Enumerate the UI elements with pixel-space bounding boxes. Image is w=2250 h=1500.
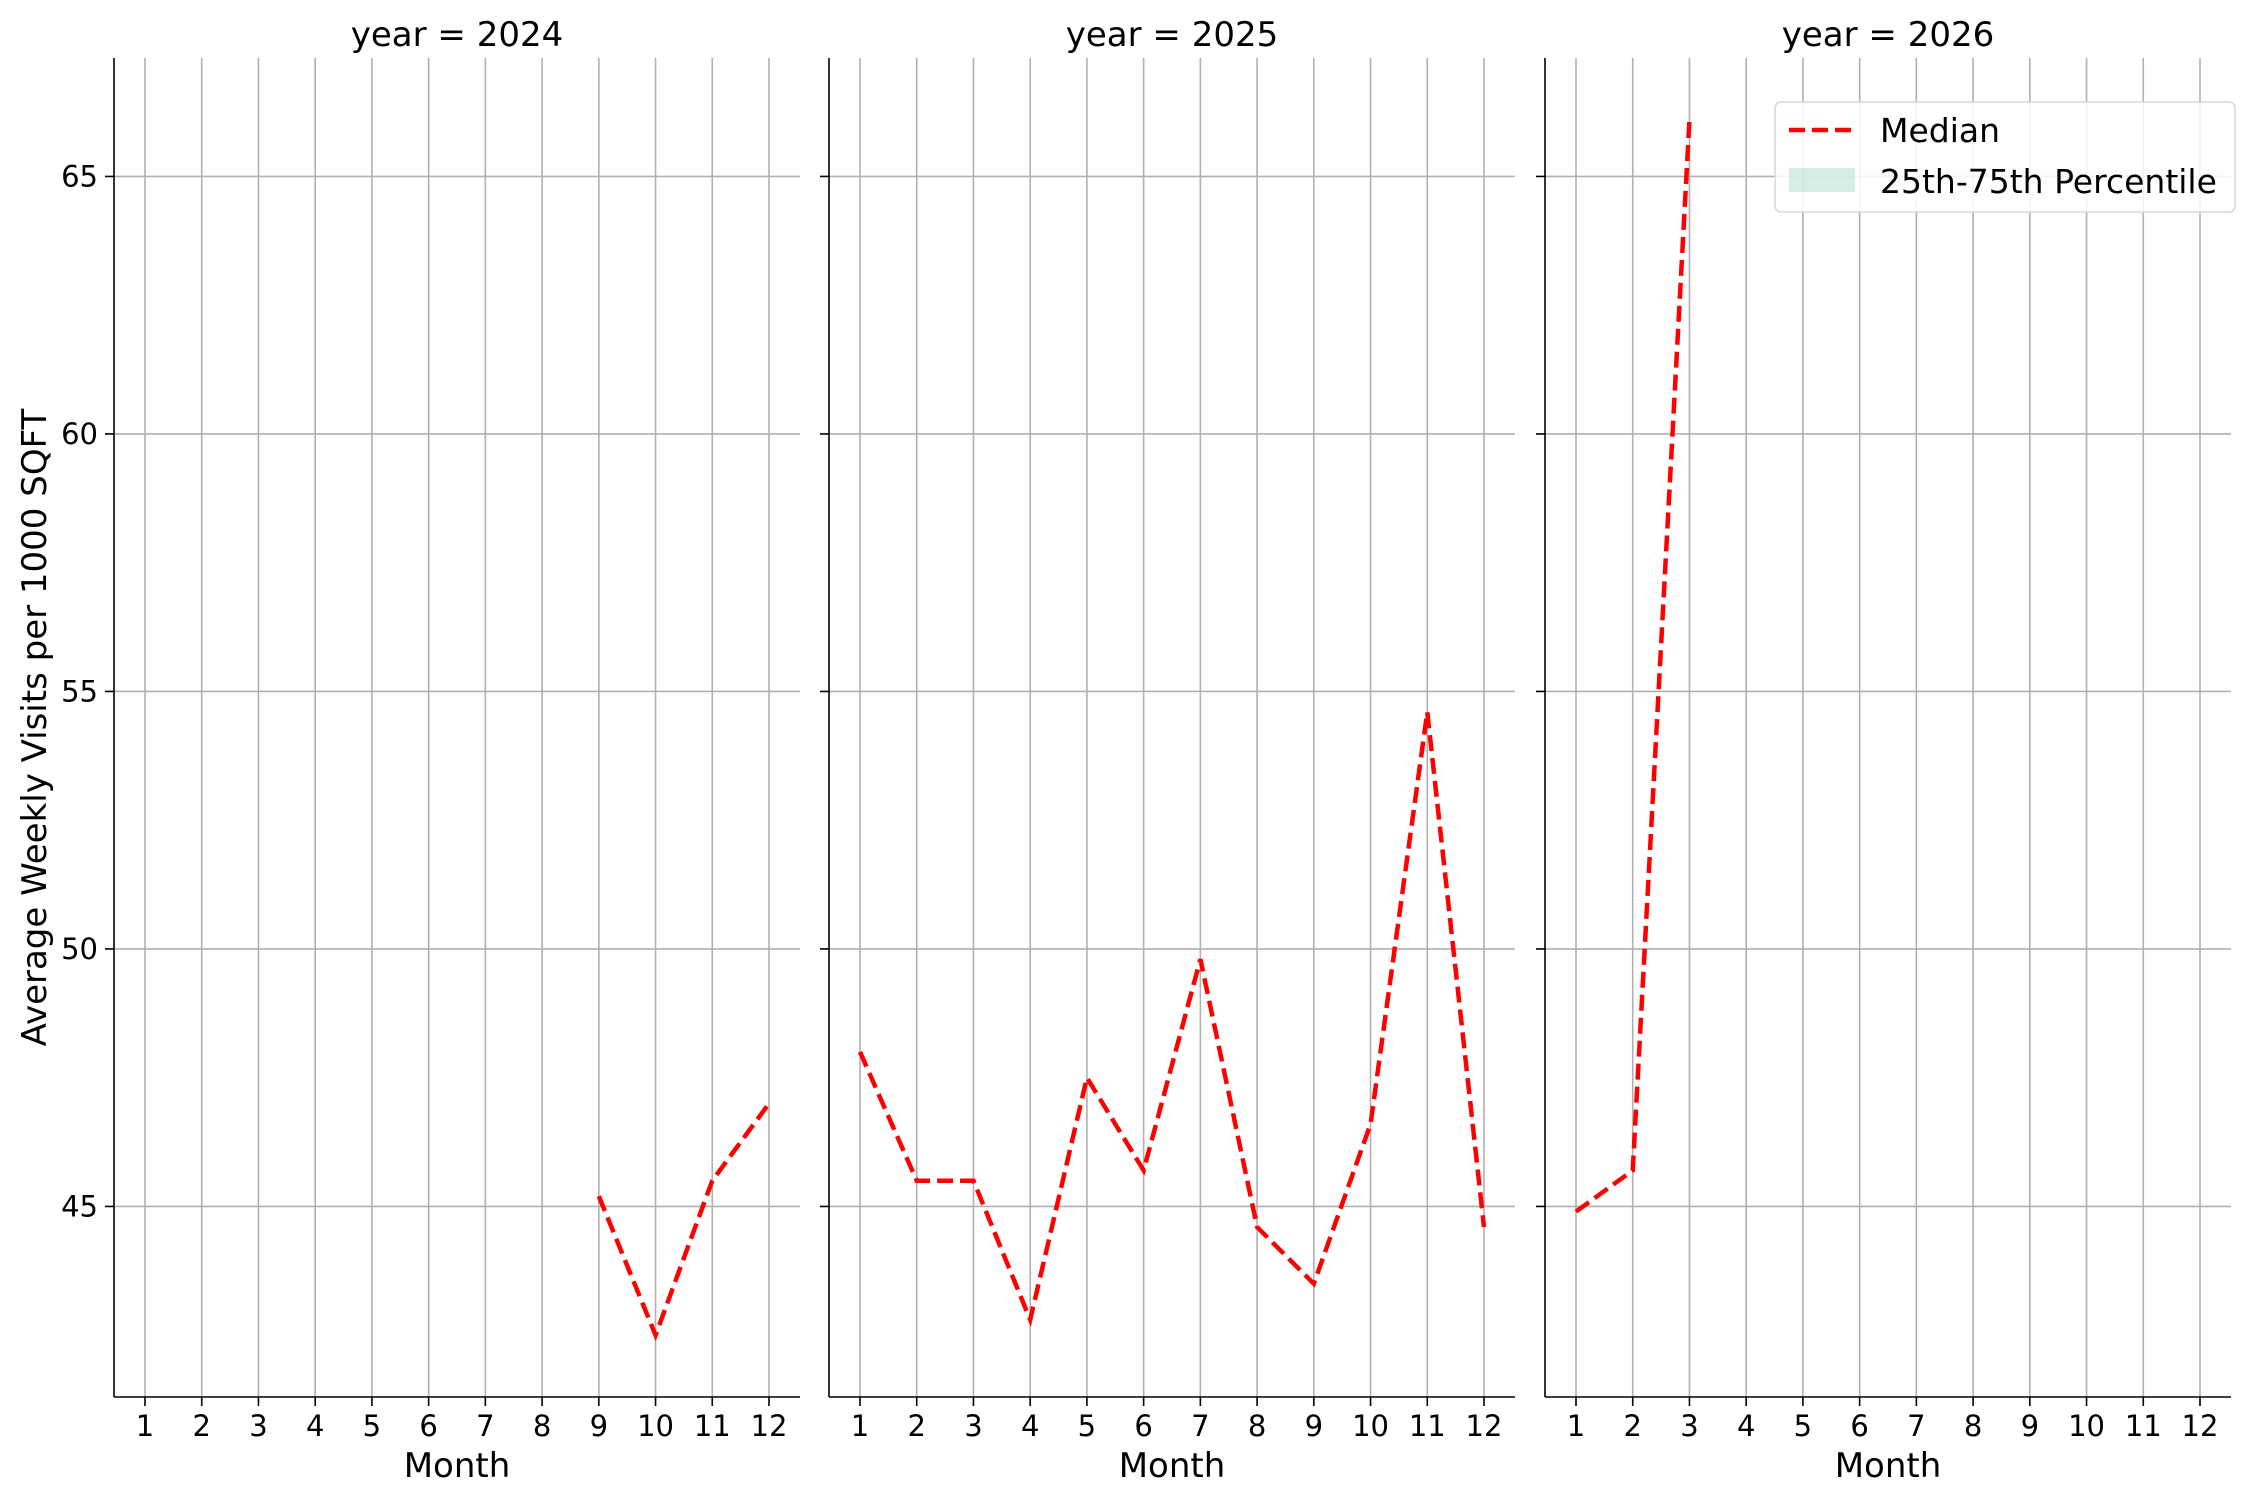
y-tick-label: 45 xyxy=(61,1189,98,1223)
x-tick-label: 9 xyxy=(590,1409,608,1443)
x-tick-label: 5 xyxy=(1794,1409,1812,1443)
x-tick-label: 12 xyxy=(1466,1409,1503,1443)
x-tick-label: 6 xyxy=(1850,1409,1868,1443)
legend-median-label: Median xyxy=(1880,111,2000,150)
x-tick-label: 8 xyxy=(1964,1409,1982,1443)
x-tick-label: 3 xyxy=(249,1409,267,1443)
x-tick-label: 11 xyxy=(2125,1409,2162,1443)
x-tick-label: 7 xyxy=(476,1409,494,1443)
x-tick-label: 4 xyxy=(1021,1409,1039,1443)
y-tick-label: 55 xyxy=(61,674,98,708)
y-tick-label: 60 xyxy=(61,417,98,451)
x-axis-label: Month xyxy=(1119,1446,1226,1486)
x-tick-label: 2 xyxy=(1624,1409,1642,1443)
x-tick-label: 4 xyxy=(1737,1409,1755,1443)
legend-box xyxy=(1774,101,2236,213)
x-tick-label: 1 xyxy=(851,1409,869,1443)
x-tick-label: 8 xyxy=(533,1409,551,1443)
x-tick-label: 3 xyxy=(1680,1409,1698,1443)
panel-title: year = 2026 xyxy=(1782,15,1994,55)
x-tick-label: 10 xyxy=(2068,1409,2105,1443)
y-tick-label: 50 xyxy=(61,932,98,966)
x-tick-label: 12 xyxy=(2182,1409,2219,1443)
x-tick-label: 2 xyxy=(193,1409,211,1443)
x-tick-label: 11 xyxy=(1409,1409,1446,1443)
x-tick-label: 7 xyxy=(1907,1409,1925,1443)
x-tick-label: 10 xyxy=(1352,1409,1389,1443)
x-tick-label: 9 xyxy=(1305,1409,1323,1443)
x-axis-label: Month xyxy=(1835,1446,1942,1486)
panel-title: year = 2025 xyxy=(1066,15,1278,55)
legend-band-swatch xyxy=(1789,168,1855,192)
x-tick-label: 8 xyxy=(1248,1409,1266,1443)
x-tick-label: 12 xyxy=(751,1409,788,1443)
x-tick-label: 3 xyxy=(964,1409,982,1443)
legend-band-label: 25th-75th Percentile xyxy=(1880,162,2217,201)
x-tick-label: 5 xyxy=(363,1409,381,1443)
x-tick-label: 7 xyxy=(1191,1409,1209,1443)
x-tick-label: 11 xyxy=(694,1409,731,1443)
x-tick-label: 1 xyxy=(1567,1409,1585,1443)
median-line xyxy=(596,1102,771,1342)
x-axis-label: Month xyxy=(404,1446,511,1486)
x-tick-label: 6 xyxy=(1134,1409,1152,1443)
y-tick-label: 65 xyxy=(61,159,98,193)
x-tick-label: 10 xyxy=(637,1409,674,1443)
x-tick-label: 6 xyxy=(419,1409,437,1443)
y-axis-label: Average Weekly Visits per 1000 SQFT xyxy=(15,408,55,1046)
x-tick-label: 2 xyxy=(908,1409,926,1443)
x-tick-label: 5 xyxy=(1078,1409,1096,1443)
panel-title: year = 2024 xyxy=(351,15,563,55)
x-tick-label: 4 xyxy=(306,1409,324,1443)
x-tick-label: 1 xyxy=(136,1409,154,1443)
x-tick-label: 9 xyxy=(2021,1409,2039,1443)
median-line xyxy=(857,711,1487,1328)
